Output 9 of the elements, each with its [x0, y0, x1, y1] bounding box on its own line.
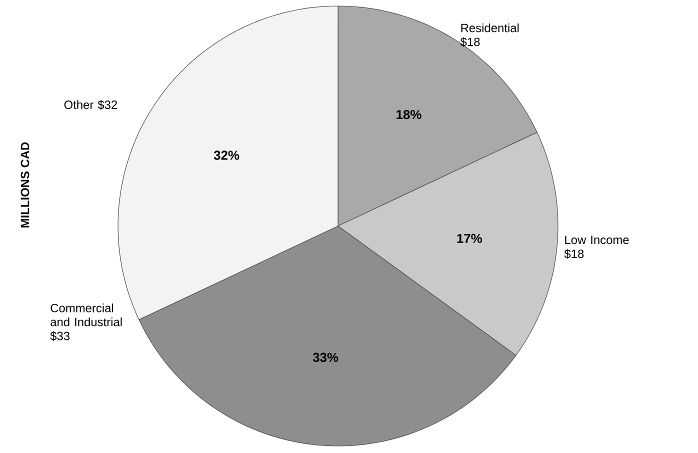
text: MILLIONS CAD — [20, 142, 30, 228]
slice-label: Low Income $18 — [564, 236, 629, 259]
slice-label: Other $32 — [64, 100, 118, 110]
slice-label: Commercial and Industrial $33 — [50, 304, 122, 341]
data-label: 18% — [396, 110, 422, 120]
slice-label: Residential $18 — [460, 23, 519, 47]
data-label: 17% — [457, 234, 482, 243]
data-label: 33% — [312, 352, 338, 362]
data-label: 32% — [214, 150, 240, 160]
